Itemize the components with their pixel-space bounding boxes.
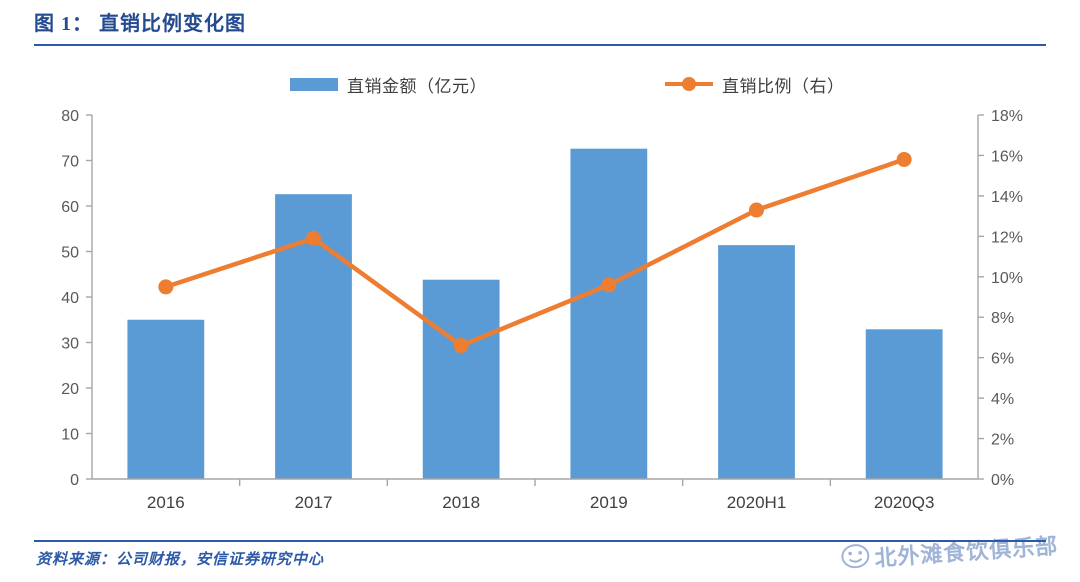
svg-text:10%: 10% (991, 270, 1023, 287)
svg-text:80: 80 (61, 108, 79, 125)
svg-text:4%: 4% (991, 391, 1014, 408)
svg-text:14%: 14% (991, 189, 1023, 206)
bar-2016 (127, 319, 205, 479)
category-label: 2019 (590, 493, 628, 512)
legend-item-line[interactable]: 直销比例（右） (665, 68, 845, 100)
legend-line-swatch-icon (665, 77, 713, 91)
category-label: 2018 (442, 493, 480, 512)
page-title: 图 1： 直销比例变化图 (34, 13, 246, 35)
category-axis: 2016 2017 2018 2019 2020H1 2020Q3 (92, 478, 978, 512)
bowl-face-icon (839, 542, 871, 575)
svg-text:30: 30 (61, 336, 79, 353)
svg-text:2%: 2% (991, 432, 1014, 449)
svg-text:50: 50 (61, 245, 79, 262)
svg-text:20: 20 (61, 381, 79, 398)
line-point-2020H1 (749, 202, 764, 218)
right-axis: 0% 2% 4% 6% 8% 10% 12% 14% 16% 18% (977, 108, 1023, 489)
svg-text:12%: 12% (991, 229, 1023, 246)
svg-text:16%: 16% (991, 148, 1023, 165)
line-point-2020Q3 (896, 151, 912, 167)
line-point-2019 (601, 277, 617, 293)
legend-item-bar[interactable]: 直销金额（亿元） (290, 68, 487, 100)
bar-2020H1 (718, 245, 795, 479)
line-series (158, 151, 912, 354)
legend-item-bar-label: 直销金额（亿元） (347, 76, 487, 96)
line-point-2018 (453, 338, 469, 354)
legend-bar-swatch-icon (290, 77, 338, 91)
svg-text:40: 40 (61, 290, 79, 307)
svg-text:8%: 8% (991, 310, 1014, 327)
svg-text:0: 0 (70, 472, 79, 489)
legend-item-line-label: 直销比例（右） (722, 76, 845, 96)
bar-2020Q3 (865, 329, 943, 479)
bar-series (127, 148, 943, 480)
footer-divider (34, 540, 1046, 542)
chart-legend: 直销金额（亿元） 直销比例（右） (290, 68, 930, 100)
svg-text:60: 60 (61, 199, 79, 216)
category-label: 2017 (295, 493, 333, 512)
category-label: 2020H1 (727, 493, 787, 512)
category-label: 2016 (147, 493, 185, 512)
title-divider (34, 44, 1046, 46)
watermark: 北外滩食饮俱乐部 (839, 528, 1059, 575)
svg-text:70: 70 (61, 154, 79, 171)
chart-header: 图 1： 直销比例变化图 (34, 10, 1046, 50)
bar-2019 (570, 148, 648, 480)
source-note: 资料来源：公司财报，安信证券研究中心 (36, 552, 325, 568)
line-point-2017 (306, 230, 321, 246)
svg-text:0%: 0% (991, 472, 1014, 489)
category-label: 2020Q3 (874, 493, 935, 512)
line-point-2016 (158, 279, 174, 295)
bar-2018 (422, 279, 500, 479)
svg-text:6%: 6% (991, 351, 1014, 368)
left-axis: 0 10 20 30 40 50 60 70 80 (61, 108, 93, 489)
svg-text:10: 10 (61, 427, 79, 444)
svg-text:18%: 18% (991, 108, 1023, 125)
